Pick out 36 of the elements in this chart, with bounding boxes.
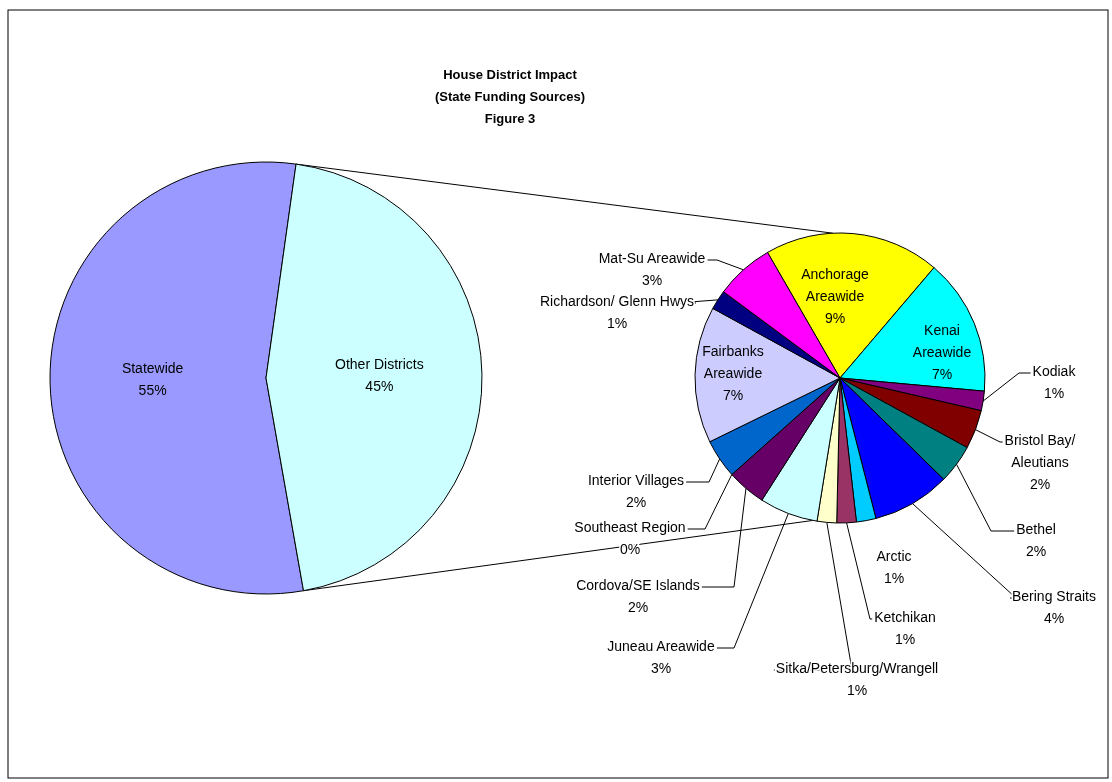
data-label: 1%: [1043, 384, 1065, 401]
category-label: Southeast Region: [574, 518, 686, 535]
slice-label: Kenai Areawide: [912, 321, 972, 360]
slice-label: Statewide: [121, 359, 184, 376]
slice-label: Sitka/Petersburg/Wrangell: [775, 659, 939, 676]
data-label: 7%: [931, 365, 953, 382]
data-label: 2%: [1029, 475, 1051, 492]
data-label: 3%: [650, 659, 672, 676]
slice-label: Kodiak: [1032, 362, 1077, 379]
data-label: 7%: [722, 386, 744, 403]
data-label: 55%: [138, 381, 167, 398]
slice-label: Juneau Areawide: [607, 637, 715, 654]
text: House District Impact (State Funding Sources) Figure 3: [434, 67, 586, 127]
data-label: 1%: [846, 681, 868, 698]
slice-label: Bristol Bay/ Aleutians: [1004, 431, 1076, 470]
slice-label: Richardson/ Glenn Hwys: [539, 292, 695, 309]
data-label: 2%: [625, 493, 647, 510]
data-label: 45%: [365, 377, 394, 394]
slice-label: Ketchikan: [874, 608, 936, 625]
slice-label: Fairbanks Areawide: [702, 342, 764, 381]
slice-label: Other Districts: [335, 355, 424, 372]
data-label: 1%: [606, 314, 628, 331]
slice-label: Anchorage Areawide: [801, 265, 870, 304]
slice-label: Bethel: [1016, 520, 1056, 537]
slice-label: Cordova/SE Islands: [576, 576, 700, 593]
slice-label: Mat-Su Areawide: [598, 249, 706, 266]
data-label: 2%: [627, 598, 649, 615]
slice-label: Bering Straits: [1011, 587, 1097, 604]
data-label: 3%: [641, 271, 663, 288]
data-label: 1%: [894, 630, 916, 647]
slice-label: Interior Villages: [587, 471, 685, 488]
data-label: 4%: [1043, 609, 1065, 626]
data-label: 1%: [883, 569, 905, 586]
slice-label: Arctic: [876, 547, 912, 564]
data-label: 9%: [824, 309, 846, 326]
data-label: 2%: [1025, 542, 1047, 559]
